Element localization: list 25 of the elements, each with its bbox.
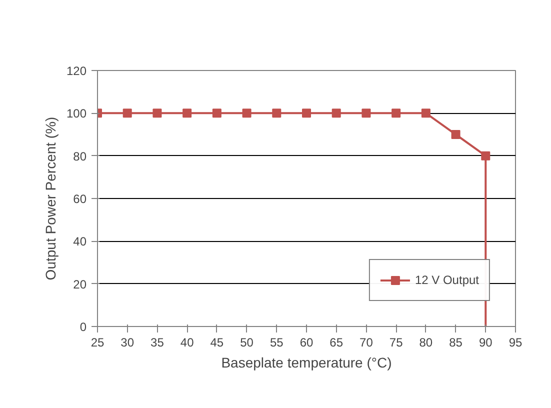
- x-tick-label: 60: [300, 336, 314, 350]
- x-tick-label: 35: [150, 336, 164, 350]
- x-tick-label: 90: [478, 336, 493, 350]
- x-tick-label: 55: [270, 336, 284, 350]
- y-tick-label: 40: [73, 234, 87, 249]
- x-tick-label: 85: [449, 336, 463, 350]
- x-tick-label: 75: [389, 336, 404, 350]
- y-axis-title: Output Power Percent (%): [42, 116, 58, 280]
- x-tick-label: 95: [508, 336, 522, 350]
- legend-label: 12 V Output: [414, 273, 479, 287]
- x-tick-label: 80: [419, 336, 433, 350]
- y-tick-label: 120: [66, 64, 87, 78]
- y-tick-label: 80: [73, 149, 87, 164]
- x-tick-label: 40: [180, 336, 194, 350]
- x-tick-label: 45: [210, 336, 224, 350]
- x-tick-label: 25: [90, 336, 104, 350]
- x-tick-label: 30: [120, 336, 134, 350]
- x-axis-title: Baseplate temperature (°C): [221, 354, 392, 370]
- y-tick-label: 100: [66, 106, 87, 121]
- y-tick-label: 0: [80, 320, 87, 334]
- y-tick-label: 20: [73, 277, 87, 292]
- x-tick-label: 70: [360, 336, 374, 350]
- x-tick-label: 65: [330, 336, 344, 350]
- y-tick-label: 60: [73, 192, 87, 206]
- x-tick-label: 50: [240, 336, 254, 350]
